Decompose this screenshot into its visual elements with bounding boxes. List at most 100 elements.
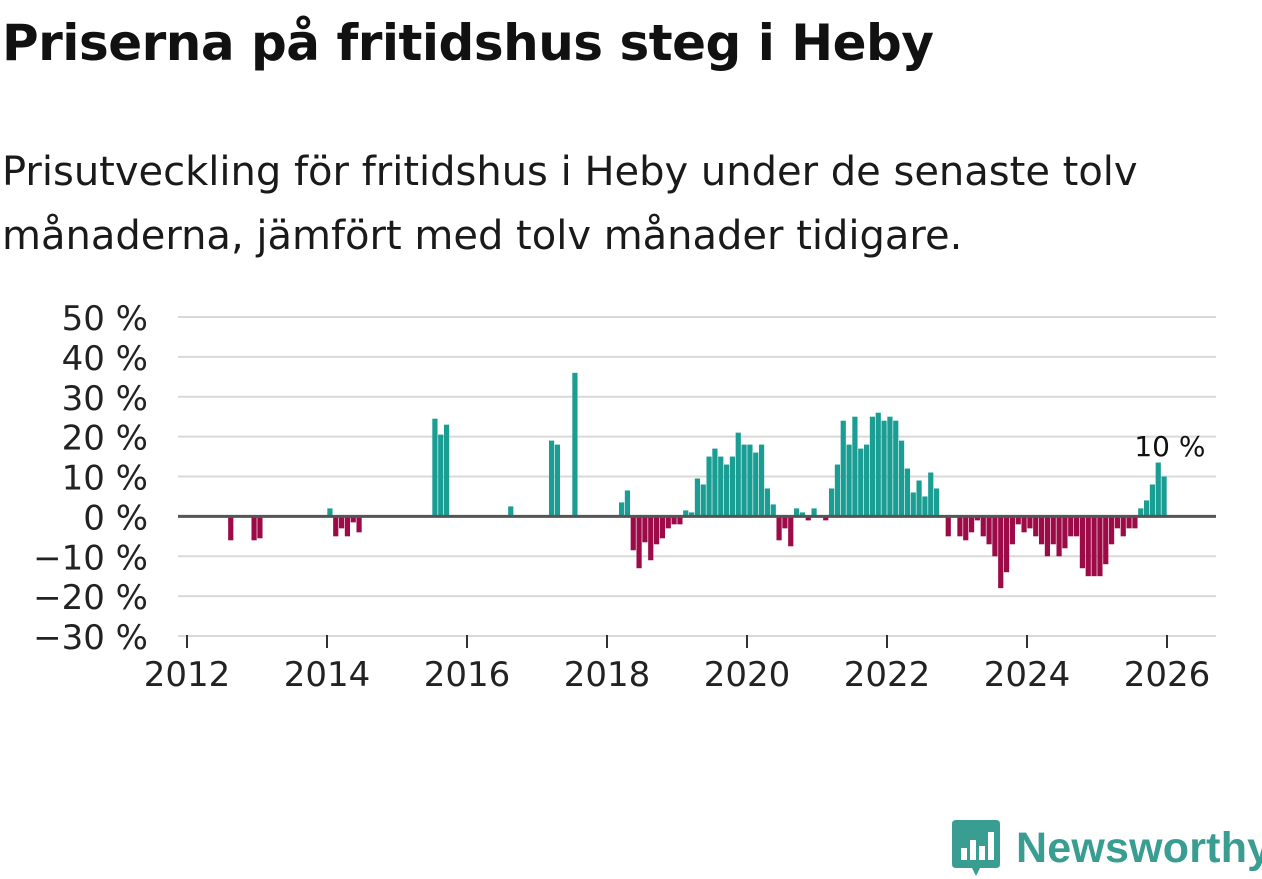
bar (356, 516, 362, 533)
bar (630, 516, 636, 551)
bar (723, 464, 730, 517)
bar (251, 516, 257, 541)
bar (1015, 516, 1021, 525)
bar (869, 416, 876, 517)
bar (1108, 516, 1115, 545)
bar (846, 444, 852, 517)
chart-subtitle: Prisutveckling för fritidshus i Heby und… (2, 149, 1138, 259)
bar (548, 440, 555, 517)
bar (770, 504, 776, 517)
bar (1003, 516, 1010, 573)
bar (700, 484, 706, 517)
newsworthy-logo-icon (952, 820, 1000, 876)
gridlines (178, 316, 1216, 637)
bar (904, 468, 911, 517)
bar (916, 480, 922, 517)
x-tick-label: 2018 (564, 655, 651, 695)
bar (828, 488, 835, 517)
bar (683, 510, 689, 517)
bar (998, 516, 1004, 589)
bar (624, 490, 631, 517)
bar (1079, 516, 1086, 569)
bar (1132, 516, 1138, 529)
bar (823, 516, 829, 521)
bar (1120, 516, 1126, 537)
bar (1056, 516, 1062, 557)
bar (438, 434, 444, 517)
bar (776, 516, 782, 541)
bar (1143, 500, 1150, 517)
latest-value-label: 10 % (1134, 430, 1205, 463)
bar (228, 516, 234, 541)
bar (893, 420, 899, 517)
bar (671, 516, 677, 525)
y-tick-label: −10 % (33, 538, 148, 578)
bar (653, 516, 660, 545)
bar (992, 516, 998, 557)
bar (735, 432, 741, 517)
bar (1027, 516, 1033, 529)
bar (718, 456, 724, 517)
bar (327, 508, 333, 517)
bar (1114, 516, 1121, 529)
bar (747, 444, 753, 517)
bar (793, 508, 800, 517)
bar (1021, 516, 1027, 533)
bar (840, 420, 846, 517)
x-tick-label: 2016 (424, 655, 511, 695)
bar-chart: 50 %40 %30 %20 %10 %0 %−10 %−20 %−30 % 2… (33, 299, 1216, 695)
bar (928, 472, 934, 517)
bar (1097, 516, 1103, 577)
bar (1126, 516, 1132, 529)
bar (694, 478, 701, 517)
bar (805, 516, 811, 521)
x-tick-label: 2024 (984, 655, 1071, 695)
bar (729, 456, 736, 517)
bar (764, 488, 771, 517)
y-axis-labels: 50 %40 %30 %20 %10 %0 %−10 %−20 %−30 % (33, 299, 148, 658)
x-tick-label: 2026 (1124, 655, 1211, 695)
y-tick-label: 20 % (62, 419, 148, 459)
bar (1155, 462, 1161, 517)
bar (875, 412, 881, 517)
newsworthy-wordmark: Newsworthy (1016, 823, 1262, 872)
bar (1062, 516, 1068, 549)
bar (572, 372, 578, 517)
bar (1068, 516, 1074, 537)
bar (858, 448, 864, 517)
bar (741, 444, 747, 517)
bar (1009, 516, 1016, 545)
y-tick-label: 0 % (83, 498, 148, 538)
bar (1073, 516, 1080, 537)
bar (910, 492, 916, 517)
bar (945, 516, 951, 537)
bar (788, 516, 794, 547)
bar (1149, 484, 1156, 517)
bar (443, 424, 450, 517)
bar (922, 496, 928, 517)
x-tick-label: 2022 (844, 655, 931, 695)
bar (986, 516, 992, 545)
bar (1161, 476, 1167, 517)
bar (968, 516, 975, 533)
x-tick-label: 2020 (704, 655, 791, 695)
bar (706, 456, 712, 517)
bar (432, 418, 438, 517)
bar (852, 416, 858, 517)
bar (333, 516, 339, 537)
bar (957, 516, 963, 537)
bar (782, 516, 788, 529)
annotations: 10 % (1134, 430, 1205, 463)
y-tick-label: −30 % (33, 618, 148, 658)
y-tick-label: 30 % (62, 379, 148, 419)
bar (1085, 516, 1091, 577)
bar (980, 516, 986, 537)
bar (1044, 516, 1051, 557)
bar (688, 512, 695, 517)
bar (799, 512, 806, 517)
x-tick-label: 2012 (144, 655, 231, 695)
bar (963, 516, 969, 541)
bar (758, 444, 765, 517)
bar (338, 516, 345, 529)
bar (659, 516, 666, 539)
